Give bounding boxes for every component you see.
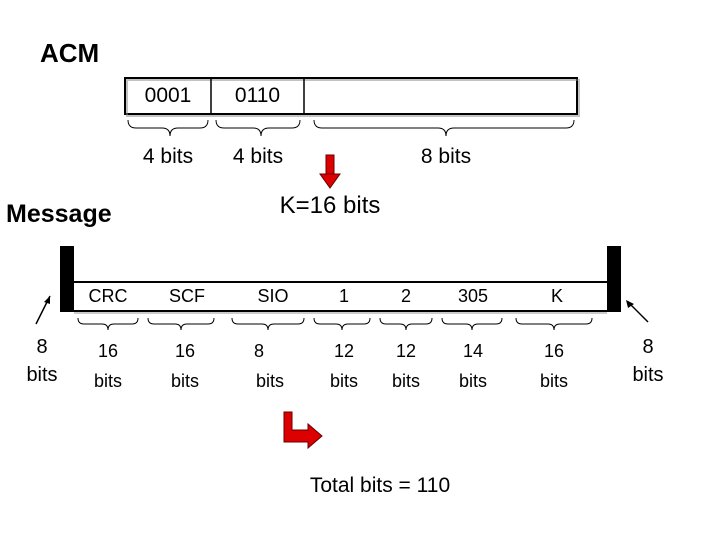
end-flag-bits: 8 bits [632, 336, 664, 386]
acm-brace-2 [215, 119, 301, 137]
start-flag-bits: 8 bits [26, 336, 58, 386]
bent-arrow-icon [283, 411, 323, 450]
acm-bits-2: 4 bits [232, 145, 284, 168]
message-bits-k: 16 bits [539, 341, 568, 391]
message-bits-2: 12 bits [391, 341, 420, 391]
message-braces [77, 317, 593, 331]
acm-brace-1 [127, 119, 209, 137]
message-field-k: K [550, 285, 563, 306]
message-field-crc: CRC [88, 285, 128, 306]
acm-brace-3 [313, 119, 575, 137]
acm-field-3 [304, 80, 577, 112]
message-bits-scf: 16 bits [170, 341, 199, 391]
total-bits-label: Total bits = 110 [309, 474, 451, 497]
message-bits-1: 12 bits [329, 341, 358, 391]
message-bits-305: 14 bits [458, 341, 487, 391]
acm-title: ACM [40, 38, 100, 68]
end-flag-bar [607, 246, 621, 312]
message-field-1: 1 [338, 285, 349, 306]
acm-field-2: 0110 [234, 84, 281, 107]
message-title: Message [6, 200, 112, 228]
k-bits-label: K=16 bits [279, 192, 381, 219]
message-field-305: 305 [457, 285, 489, 306]
acm-register-box [124, 77, 578, 115]
message-field-sio: SIO [257, 285, 289, 306]
acm-bits-1: 4 bits [142, 145, 194, 168]
message-field-scf: SCF [169, 285, 205, 306]
message-bits-crc: 16 bits [93, 341, 122, 391]
message-bits-sio: 8 bits [254, 341, 285, 391]
acm-field-1: 0001 [144, 84, 192, 107]
down-arrow-icon [319, 154, 341, 189]
start-flag-bar [60, 246, 74, 312]
acm-bits-3: 8 bits [420, 145, 472, 168]
message-field-2: 2 [400, 285, 411, 306]
